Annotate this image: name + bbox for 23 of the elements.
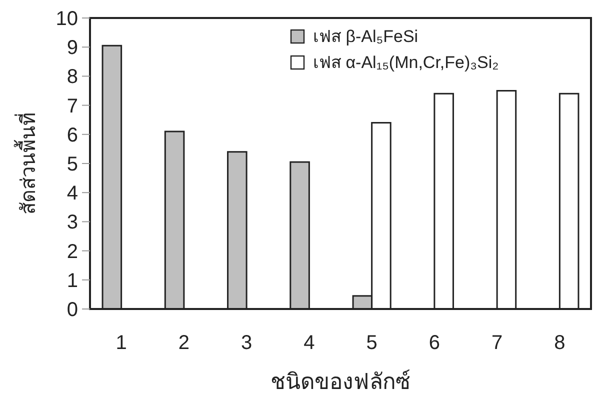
x-tick-label: 3 [241, 332, 252, 354]
y-tick-label: 0 [66, 299, 78, 321]
y-tick-label: 8 [66, 66, 78, 88]
y-tick-label: 9 [66, 37, 78, 60]
y-tick-label: 6 [66, 124, 78, 146]
y-tick-label: 7 [66, 95, 78, 118]
y-tick-label: 1 [66, 270, 78, 292]
x-tick-label: 4 [304, 332, 315, 354]
x-axis-title: ชนิดของฟลักซ์ [270, 370, 410, 395]
y-tick-label: 5 [66, 154, 78, 176]
x-tick-label: 5 [366, 332, 378, 354]
y-tick-label: 4 [66, 182, 78, 205]
y-tick-label: 10 [56, 8, 78, 30]
y-axis-title: สัดส่วนพื้นที่ [14, 112, 40, 214]
legend-label: เฟส β-Al₅FeSi [313, 26, 418, 46]
x-tick-label: 6 [428, 332, 440, 354]
legend-label: เฟส α-Al₁₅(Mn,Cr,Fe)₃Si₂ [313, 52, 499, 72]
y-tick-label: 3 [66, 212, 78, 234]
x-tick-label: 2 [178, 332, 190, 354]
x-tick-label: 7 [492, 332, 503, 354]
x-tick-label: 8 [554, 332, 566, 354]
x-tick-label: 1 [116, 332, 127, 354]
y-tick-label: 2 [66, 240, 78, 263]
